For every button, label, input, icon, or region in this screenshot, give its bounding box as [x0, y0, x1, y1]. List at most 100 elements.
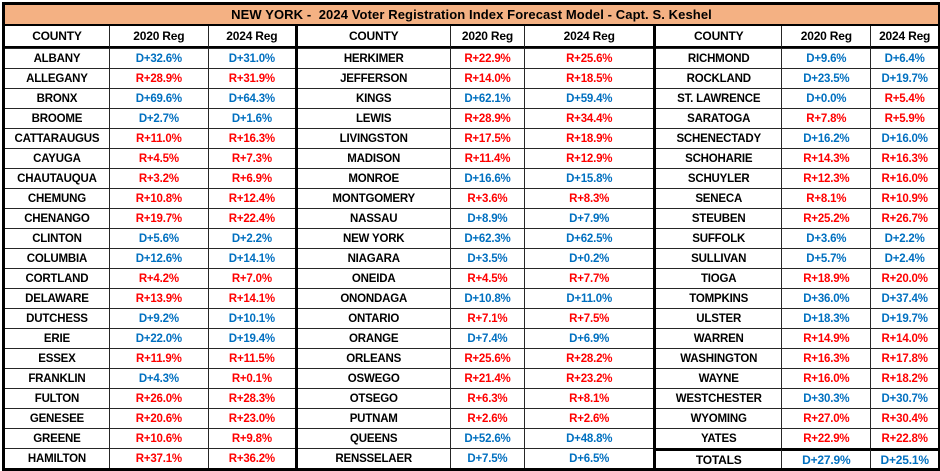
reg-value-cell: D+5.7% [781, 248, 871, 268]
reg-value-cell: R+7.8% [781, 108, 871, 128]
county-name-cell: SUFFOLK [656, 228, 782, 248]
reg-value-cell: R+11.9% [108, 348, 208, 368]
county-name-cell: CHEMUNG [5, 188, 109, 208]
reg-value-cell: R+16.0% [870, 168, 938, 188]
county-name-cell: ONTARIO [297, 308, 450, 328]
reg-value-cell: R+7.7% [524, 268, 654, 288]
reg-value-cell: D+62.3% [449, 228, 525, 248]
reg-value-cell: R+22.9% [781, 428, 871, 448]
reg-value-cell: R+9.8% [207, 428, 295, 448]
reg-value-cell: R+30.4% [870, 408, 938, 428]
county-name-cell: PUTNAM [297, 408, 450, 428]
county-name-cell: NEW YORK [297, 228, 450, 248]
county-name-cell: DELAWARE [5, 288, 109, 308]
reg-value-cell: R+20.6% [108, 408, 208, 428]
reg-value-cell: R+12.4% [207, 188, 295, 208]
reg-value-cell: D+16.2% [781, 128, 871, 148]
reg-value-cell: R+8.1% [781, 188, 871, 208]
reg-value-cell: D+27.9% [781, 448, 871, 468]
county-name-cell: QUEENS [297, 428, 450, 448]
reg-value-cell: D+10.1% [207, 308, 295, 328]
county-name-cell: CATTARAUGUS [5, 128, 109, 148]
reg-value-cell: D+32.6% [108, 48, 208, 68]
reg-value-cell: D+6.5% [524, 448, 654, 468]
county-name-cell: FULTON [5, 388, 109, 408]
reg-value-cell: R+14.3% [781, 148, 871, 168]
reg-value-cell: D+22.0% [108, 328, 208, 348]
reg-value-cell: R+17.5% [449, 128, 525, 148]
reg-value-cell: R+6.9% [207, 168, 295, 188]
county-name-cell: CORTLAND [5, 268, 109, 288]
county-name-cell: MONTGOMERY [297, 188, 450, 208]
reg-value-cell: D+2.4% [870, 248, 938, 268]
reg-value-cell: R+25.2% [781, 208, 871, 228]
column-header-2020reg: 2020 Reg [108, 26, 208, 48]
county-name-cell: ALLEGANY [5, 68, 109, 88]
reg-value-cell: D+19.7% [870, 308, 938, 328]
county-name-cell: CLINTON [5, 228, 109, 248]
reg-value-cell: R+16.3% [870, 148, 938, 168]
reg-value-cell: R+18.5% [524, 68, 654, 88]
column-header-county: COUNTY [297, 26, 450, 48]
reg-value-cell: R+22.8% [870, 428, 938, 448]
reg-value-cell: R+28.3% [207, 388, 295, 408]
reg-value-cell: R+7.3% [207, 148, 295, 168]
reg-value-cell: D+4.3% [108, 368, 208, 388]
county-name-cell: BRONX [5, 88, 109, 108]
reg-value-cell: R+11.0% [108, 128, 208, 148]
reg-value-cell: R+26.0% [108, 388, 208, 408]
reg-value-cell: R+18.2% [870, 368, 938, 388]
county-name-cell: RENSSELAER [297, 448, 450, 468]
county-name-cell: MONROE [297, 168, 450, 188]
column-header-2020reg: 2020 Reg [449, 26, 525, 48]
reg-value-cell: R+22.4% [207, 208, 295, 228]
county-name-cell: CHENANGO [5, 208, 109, 228]
county-table-group-2: COUNTY 2020 Reg 2024 Reg HERKIMER R+22.9%… [294, 26, 654, 468]
reg-value-cell: D+0.0% [781, 88, 871, 108]
county-name-cell: HERKIMER [297, 48, 450, 68]
reg-value-cell: R+11.5% [207, 348, 295, 368]
reg-value-cell: D+3.5% [449, 248, 525, 268]
county-name-cell: DUTCHESS [5, 308, 109, 328]
reg-value-cell: R+7.1% [449, 308, 525, 328]
reg-value-cell: R+14.9% [781, 328, 871, 348]
reg-value-cell: D+8.9% [449, 208, 525, 228]
reg-value-cell: D+2.7% [108, 108, 208, 128]
county-table-group-1: COUNTY 2020 Reg 2024 Reg ALBANY D+32.6% D+… [5, 26, 295, 468]
county-name-cell: MADISON [297, 148, 450, 168]
reg-value-cell: D+2.2% [207, 228, 295, 248]
reg-value-cell: R+13.9% [108, 288, 208, 308]
reg-value-cell: R+3.2% [108, 168, 208, 188]
reg-value-cell: D+62.1% [449, 88, 525, 108]
reg-value-cell: R+7.5% [524, 308, 654, 328]
reg-value-cell: D+69.6% [108, 88, 208, 108]
county-name-cell: ALBANY [5, 48, 109, 68]
county-name-cell: LEWIS [297, 108, 450, 128]
county-name-cell: LIVINGSTON [297, 128, 450, 148]
county-name-cell: TIOGA [656, 268, 782, 288]
reg-value-cell: D+3.6% [781, 228, 871, 248]
county-name-cell: STEUBEN [656, 208, 782, 228]
county-name-cell: ROCKLAND [656, 68, 782, 88]
county-name-cell: ONONDAGA [297, 288, 450, 308]
reg-value-cell: R+28.9% [108, 68, 208, 88]
county-name-cell: OTSEGO [297, 388, 450, 408]
page-title: NEW YORK - 2024 Voter Registration Index… [5, 5, 938, 26]
reg-value-cell: D+16.0% [870, 128, 938, 148]
county-name-cell: TOMPKINS [656, 288, 782, 308]
column-header-county: COUNTY [656, 26, 782, 48]
reg-value-cell: R+28.9% [449, 108, 525, 128]
county-name-cell: ESSEX [5, 348, 109, 368]
county-name-cell: NASSAU [297, 208, 450, 228]
reg-value-cell: D+31.0% [207, 48, 295, 68]
reg-value-cell: R+23.2% [524, 368, 654, 388]
county-name-cell: SULLIVAN [656, 248, 782, 268]
reg-value-cell: R+6.3% [449, 388, 525, 408]
county-name-cell: RICHMOND [656, 48, 782, 68]
reg-value-cell: R+25.6% [524, 48, 654, 68]
reg-value-cell: R+4.5% [449, 268, 525, 288]
reg-value-cell: R+5.4% [870, 88, 938, 108]
reg-value-cell: R+28.2% [524, 348, 654, 368]
reg-value-cell: D+10.8% [449, 288, 525, 308]
